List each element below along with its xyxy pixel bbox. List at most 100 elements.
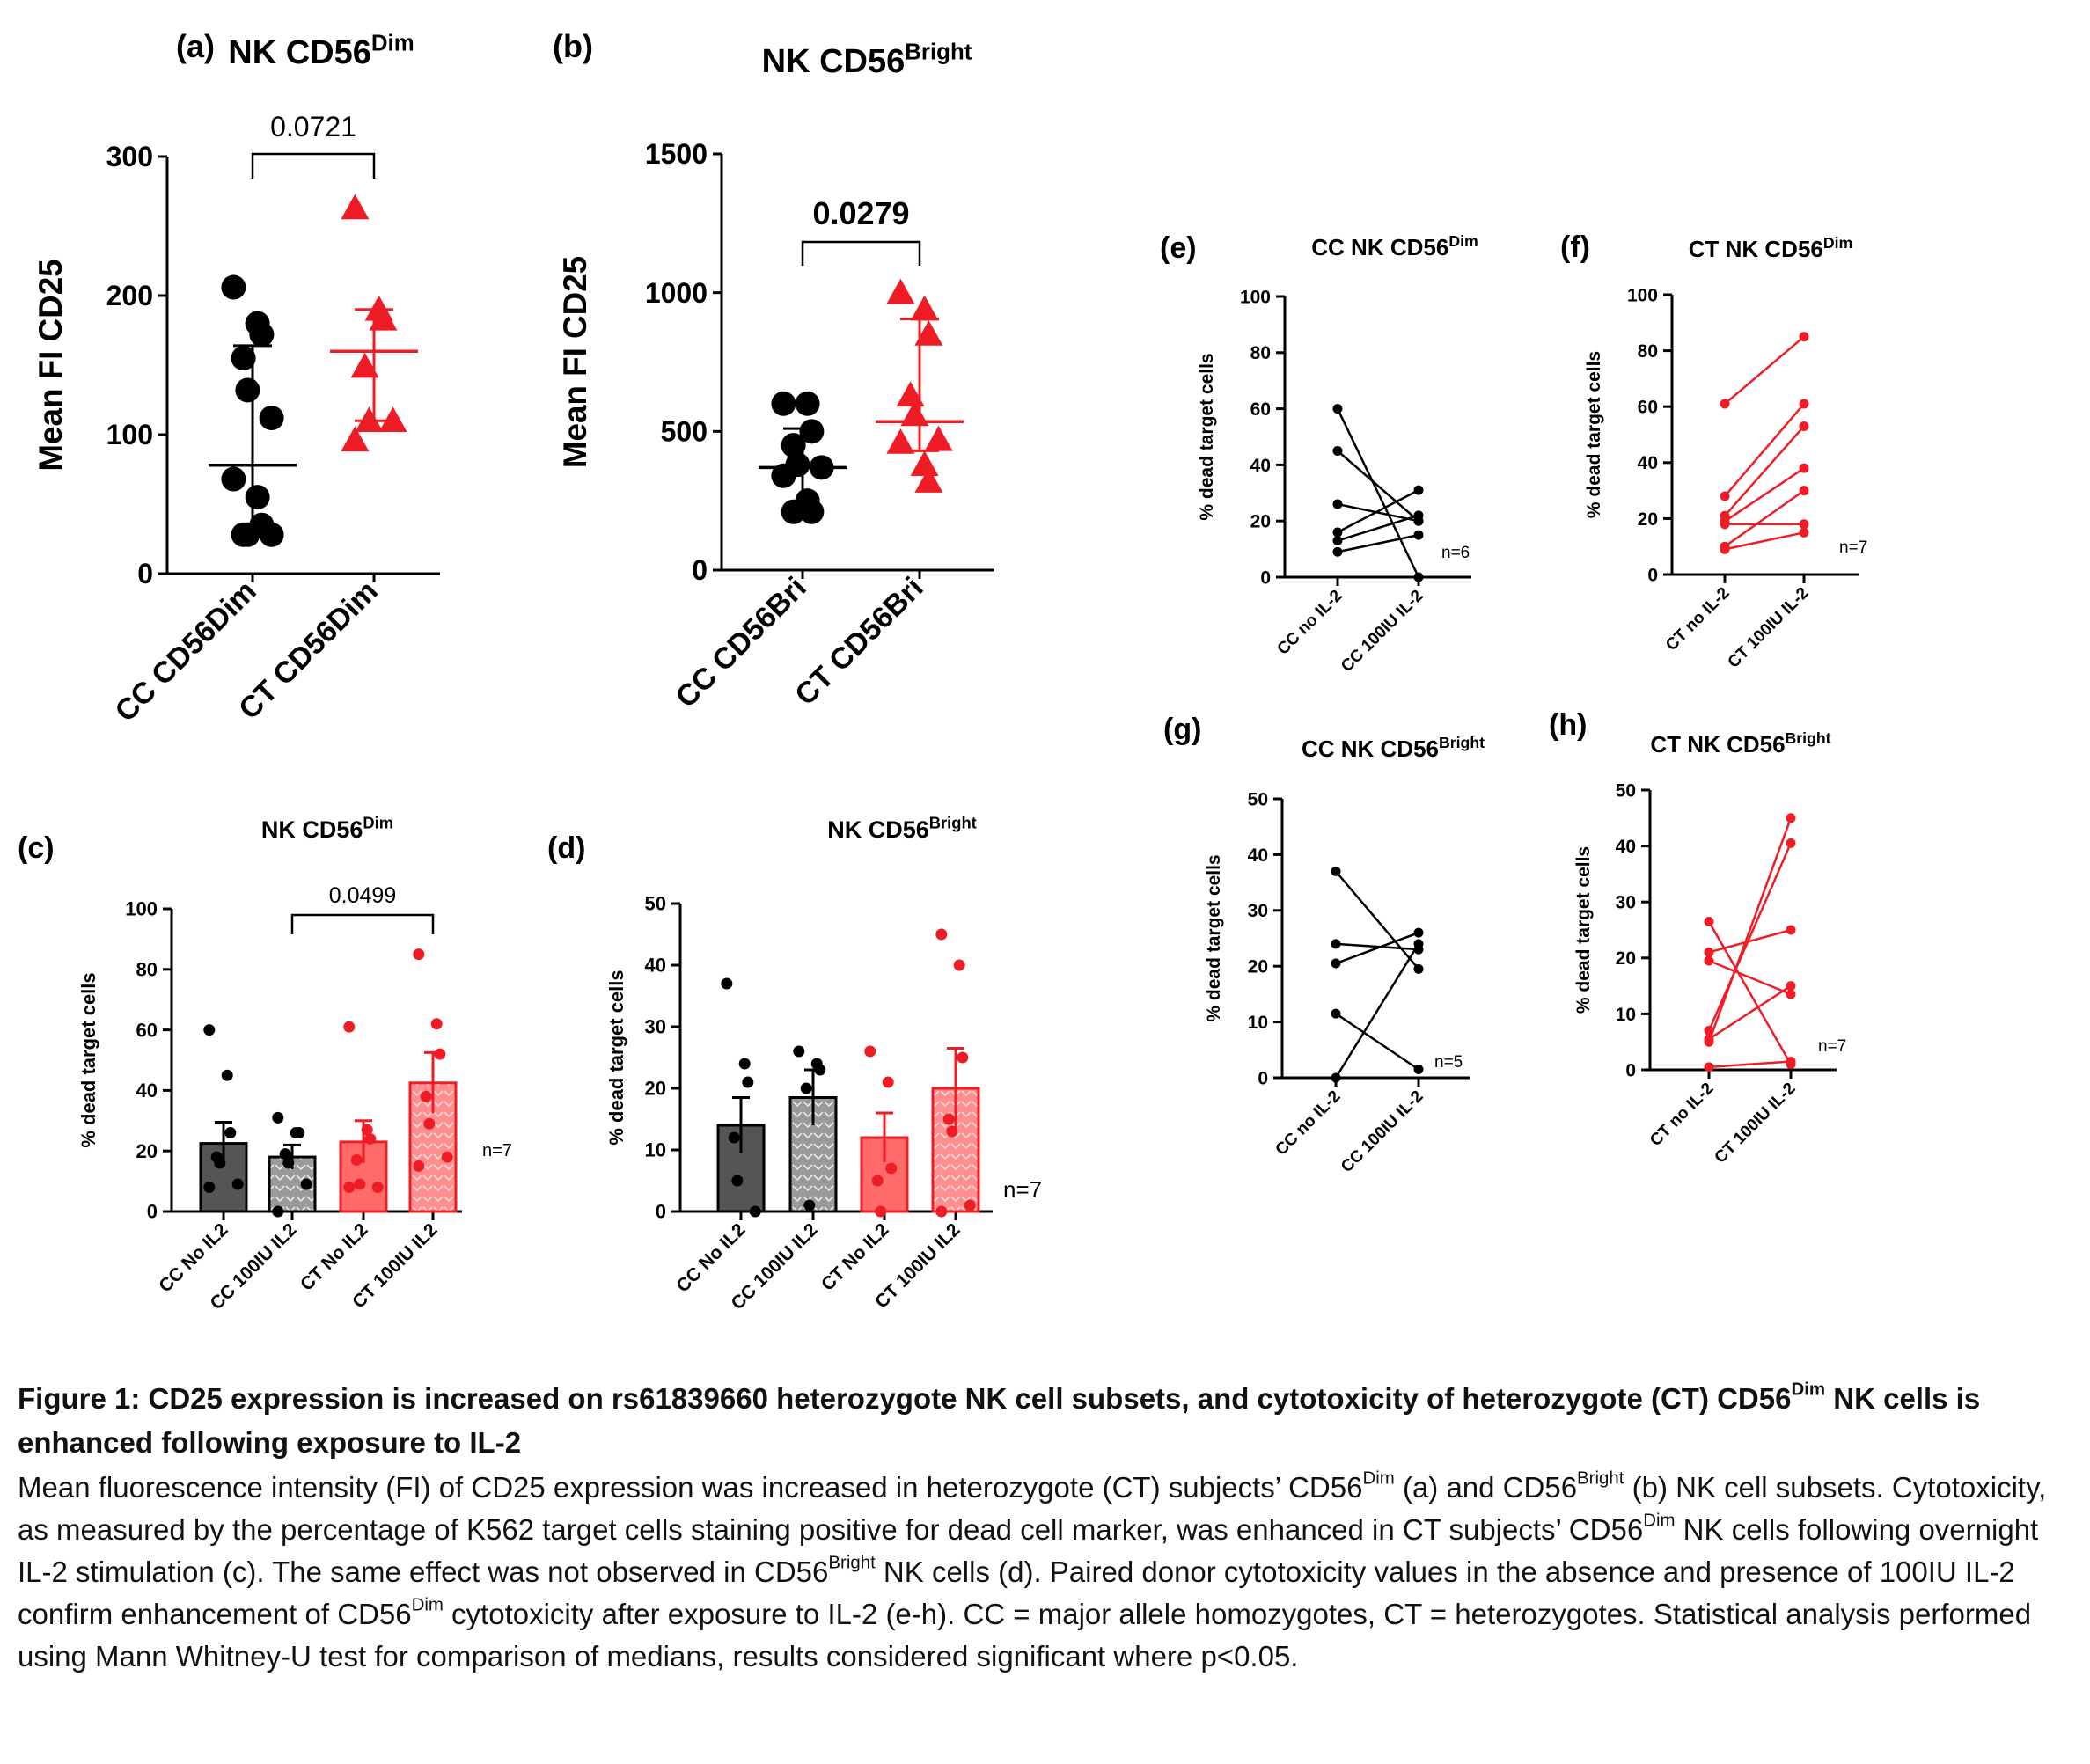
y-tick-label: 10 <box>1248 1013 1268 1033</box>
y-tick-label: 40 <box>1248 845 1268 866</box>
data-point <box>1332 445 1343 456</box>
y-tick-label: 100 <box>125 898 158 920</box>
data-point <box>935 1205 948 1218</box>
paired-line <box>1708 928 1792 954</box>
y-tick-label: 20 <box>1250 512 1271 532</box>
data-point <box>1331 939 1341 949</box>
x-tick-label: CT No IL2 <box>818 1219 893 1295</box>
data-point <box>1332 527 1343 538</box>
caption-body: Mean fluorescence intensity (FI) of CD25… <box>18 1468 2047 1673</box>
data-point <box>272 1111 284 1124</box>
panel-b: (b) NK CD56Bright 0 500 1000 1500 Mean FI CD25… <box>553 28 994 714</box>
data-point <box>259 522 284 547</box>
y-tick-label: 0 <box>147 1201 158 1223</box>
paired-line <box>1337 489 1419 534</box>
comparison-bracket <box>251 152 376 179</box>
panel-label: (b) <box>553 28 593 64</box>
p-value-label: 0.0499 <box>329 883 396 908</box>
y-tick-label: 20 <box>1248 957 1268 977</box>
data-point <box>1332 546 1343 557</box>
y-tick-label: 40 <box>1616 837 1636 857</box>
x-tick-label: CT 100IU IL-2 <box>1725 584 1813 672</box>
data-point <box>1786 813 1796 823</box>
y-tick-label: 30 <box>1248 901 1268 921</box>
data-point <box>900 400 929 427</box>
data-point <box>1786 925 1796 935</box>
y-tick-label: 200 <box>106 280 153 311</box>
data-point <box>354 1178 366 1190</box>
x-tick-label: CC 100IU IL-2 <box>1338 587 1426 676</box>
data-point <box>964 1199 976 1211</box>
paired-line <box>1707 842 1793 1031</box>
panel-label: (e) <box>1160 231 1197 265</box>
data-point <box>1413 485 1424 495</box>
data-point <box>259 406 284 431</box>
data-point <box>1786 1056 1796 1066</box>
comparison-bracket <box>290 913 435 934</box>
panel-label: (g) <box>1163 713 1201 746</box>
data-point <box>896 381 925 407</box>
data-point <box>1786 838 1796 848</box>
data-point <box>361 1124 373 1136</box>
paired-line <box>1724 531 1805 551</box>
paired-line <box>1335 942 1419 951</box>
data-point <box>1704 955 1714 966</box>
y-axis-label: % dead target cells <box>605 970 627 1145</box>
chart-title: NK CD56Dim <box>228 32 414 71</box>
y-tick-label: 40 <box>136 1080 158 1102</box>
data-point <box>221 274 246 300</box>
y-tick-label: 0 <box>692 554 708 586</box>
data-point <box>781 433 806 458</box>
data-point <box>1413 572 1424 582</box>
paired-line <box>1724 489 1805 548</box>
n-label: n=7 <box>1003 1176 1042 1203</box>
data-point <box>771 463 796 488</box>
paired-line <box>1335 870 1419 970</box>
y-tick-label: 0 <box>1647 565 1658 585</box>
data-point <box>1332 404 1343 414</box>
data-point <box>279 1148 291 1160</box>
data-point <box>434 1048 446 1060</box>
panel-label: (d) <box>547 831 585 865</box>
y-tick-label: 50 <box>645 893 666 915</box>
paired-line <box>1724 467 1805 523</box>
y-axis-label: % dead target cells <box>1197 353 1217 520</box>
panel-c: (c) NK CD56Dim 0 20 40 60 80 100 % dead target c… <box>18 814 512 1314</box>
y-tick-label: 1500 <box>645 138 708 170</box>
data-point <box>231 346 256 371</box>
data-point <box>731 1175 744 1187</box>
paired-line <box>1335 931 1419 965</box>
data-point <box>749 1205 761 1218</box>
panel-label: (h) <box>1549 708 1587 742</box>
panel-h: (h) CT NK CD56Bright 0 10 20 30 40 50 % dead tar… <box>1549 708 1846 1167</box>
data-point <box>1413 927 1424 938</box>
data-point <box>378 406 407 432</box>
data-point <box>300 1178 312 1190</box>
x-tick-label: CC CD56Bri <box>670 571 813 714</box>
data-point <box>1704 1036 1714 1047</box>
chart-title: CC NK CD56Bright <box>1302 734 1485 762</box>
data-point <box>423 1117 436 1130</box>
panel-g: (g) CC NK CD56Bright 0 10 20 30 40 50 % dead tar… <box>1163 713 1485 1176</box>
data-point <box>795 391 820 416</box>
n-label: n=5 <box>1434 1053 1463 1072</box>
chart-title: CC NK CD56Dim <box>1311 232 1478 260</box>
y-axis-label: Mean FI CD25 <box>33 259 69 471</box>
data-point <box>371 1181 384 1193</box>
data-point <box>221 1069 233 1081</box>
x-tick-label: CC no IL-2 <box>1272 1087 1345 1160</box>
y-tick-label: 20 <box>645 1078 666 1100</box>
y-axis-label: Mean FI CD25 <box>557 256 593 468</box>
paired-line <box>1724 425 1805 517</box>
y-tick-label: 80 <box>1250 343 1271 363</box>
data-point <box>224 1127 237 1139</box>
y-tick-label: 10 <box>645 1139 666 1161</box>
data-point <box>1786 989 1796 999</box>
paired-line <box>1335 1013 1419 1071</box>
data-point <box>214 1157 226 1169</box>
p-value-label: 0.0279 <box>812 195 909 231</box>
n-label: n=7 <box>1839 538 1867 557</box>
x-tick-label: CC no IL-2 <box>1274 587 1346 659</box>
data-point <box>910 450 939 476</box>
y-axis-label: % dead target cells <box>1584 351 1604 518</box>
